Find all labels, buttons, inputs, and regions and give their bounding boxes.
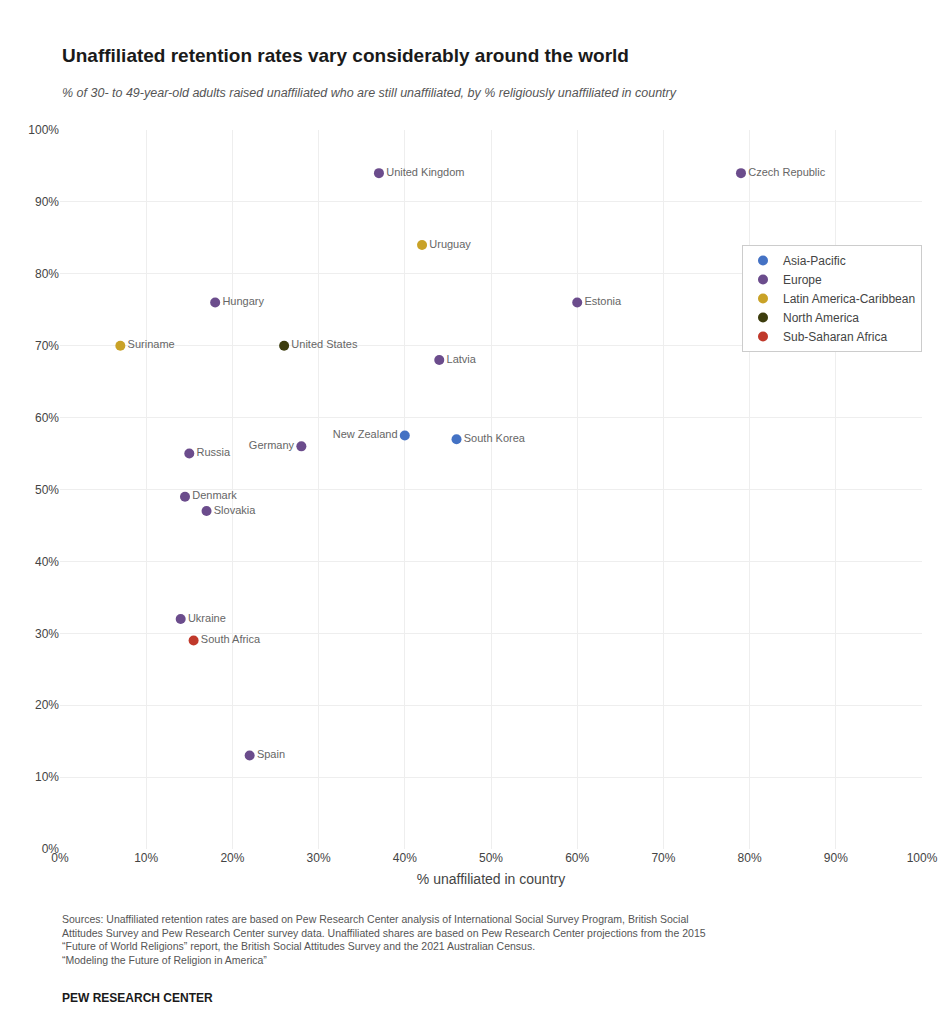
svg-text:80%: 80% bbox=[35, 267, 59, 281]
svg-text:60%: 60% bbox=[35, 411, 59, 425]
svg-text:United Kingdom: United Kingdom bbox=[386, 166, 464, 178]
svg-text:Estonia: Estonia bbox=[584, 295, 622, 307]
svg-text:Uruguay: Uruguay bbox=[429, 238, 471, 250]
svg-text:70%: 70% bbox=[35, 339, 59, 353]
svg-text:100%: 100% bbox=[28, 123, 59, 137]
svg-text:South Korea: South Korea bbox=[464, 432, 526, 444]
svg-text:Unaffiliated retention rates v: Unaffiliated retention rates vary consid… bbox=[62, 45, 629, 66]
svg-text:10%: 10% bbox=[35, 770, 59, 784]
svg-text:Germany: Germany bbox=[249, 439, 295, 451]
svg-text:Czech Republic: Czech Republic bbox=[748, 166, 826, 178]
svg-text:20%: 20% bbox=[35, 698, 59, 712]
svg-text:40%: 40% bbox=[35, 555, 59, 569]
svg-text:50%: 50% bbox=[479, 851, 503, 865]
svg-text:Slovakia: Slovakia bbox=[214, 504, 256, 516]
svg-text:Europe: Europe bbox=[783, 273, 822, 287]
svg-text:New Zealand: New Zealand bbox=[333, 428, 398, 440]
svg-text:Russia: Russia bbox=[197, 446, 232, 458]
svg-text:PEW RESEARCH CENTER: PEW RESEARCH CENTER bbox=[62, 991, 213, 1005]
svg-text:Ukraine: Ukraine bbox=[188, 612, 226, 624]
svg-text:40%: 40% bbox=[393, 851, 417, 865]
svg-text:60%: 60% bbox=[565, 851, 589, 865]
svg-text:100%: 100% bbox=[907, 851, 938, 865]
svg-text:Latvia: Latvia bbox=[447, 353, 477, 365]
svg-text:90%: 90% bbox=[35, 195, 59, 209]
svg-text:0%: 0% bbox=[51, 851, 69, 865]
svg-text:Denmark: Denmark bbox=[192, 489, 237, 501]
svg-text:50%: 50% bbox=[35, 483, 59, 497]
svg-text:% unaffiliated in country: % unaffiliated in country bbox=[417, 871, 565, 887]
svg-text:% of 30- to 49-year-old adults: % of 30- to 49-year-old adults raised un… bbox=[62, 86, 677, 100]
svg-text:30%: 30% bbox=[307, 851, 331, 865]
svg-text:Sub-Saharan Africa: Sub-Saharan Africa bbox=[783, 330, 887, 344]
svg-text:Spain: Spain bbox=[257, 748, 285, 760]
svg-text:70%: 70% bbox=[651, 851, 675, 865]
svg-text:South Africa: South Africa bbox=[201, 633, 261, 645]
svg-text:80%: 80% bbox=[738, 851, 762, 865]
svg-text:Hungary: Hungary bbox=[222, 295, 264, 307]
svg-text:Latin America-Caribbean: Latin America-Caribbean bbox=[783, 292, 915, 306]
svg-text:North America: North America bbox=[783, 311, 859, 325]
svg-text:Sources: Unaffiliated retentio: Sources: Unaffiliated retention rates ar… bbox=[62, 913, 706, 966]
svg-text:90%: 90% bbox=[824, 851, 848, 865]
svg-text:0%: 0% bbox=[42, 842, 60, 856]
svg-text:Asia-Pacific: Asia-Pacific bbox=[783, 254, 846, 268]
svg-text:30%: 30% bbox=[35, 627, 59, 641]
svg-text:United States: United States bbox=[291, 338, 358, 350]
svg-text:10%: 10% bbox=[134, 851, 158, 865]
svg-text:Suriname: Suriname bbox=[128, 338, 175, 350]
svg-text:20%: 20% bbox=[220, 851, 244, 865]
